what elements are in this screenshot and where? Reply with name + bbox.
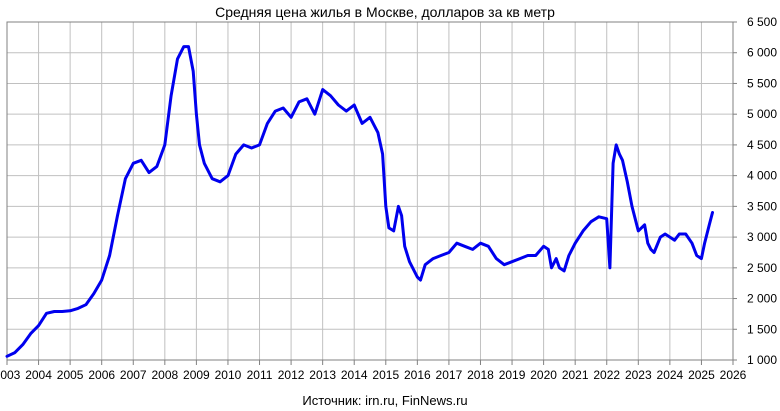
y-tick-label: 2 000 [747,292,777,306]
chart-title: Средняя цена жилья в Москве, долларов за… [215,4,555,20]
x-tick-label: 2011 [247,368,273,382]
price-series-line [5,45,714,358]
x-tick-label: 2017 [436,368,463,382]
x-tick-label: 2022 [593,368,620,382]
x-tick-label: 2015 [372,368,399,382]
y-tick-label: 5 000 [747,107,777,121]
y-tick-label: 1 500 [747,322,777,336]
y-axis: 1 000 1 500 2 000 2 500 3 000 3 500 4 000 4 500… [733,15,777,367]
y-tick-label: 5 500 [747,76,777,90]
x-tick-label: 2005 [57,368,84,382]
plot-frame [6,21,734,361]
y-tick-label: 6 500 [747,15,777,29]
x-tick-label: 2013 [309,368,336,382]
x-tick-label: 2021 [562,368,589,382]
x-tick-label: 2020 [530,368,557,382]
x-tick-label: 2019 [499,368,526,382]
x-tick-label: 2004 [25,368,52,382]
chart-source: Источник: irn.ru, FinNews.ru [302,393,467,408]
x-tick-label: 2008 [151,368,178,382]
x-tick-label: 2014 [341,368,368,382]
x-tick-label: 2018 [467,368,494,382]
x-tick-label: 2026 [720,368,747,382]
x-tick-label: 2016 [404,368,431,382]
x-tick-label: 2023 [625,368,652,382]
x-axis: 2003 2004 2005 2006 2007 2008 2009 2010 2011 2012… [0,360,747,382]
plot-area [7,22,733,360]
y-tick-label: 4 500 [747,138,777,152]
y-tick-label: 3 500 [747,199,777,213]
x-tick-label: 2010 [215,368,242,382]
x-tick-label: 2009 [183,368,210,382]
y-tick-label: 2 500 [747,261,777,275]
x-tick-label: 2012 [278,368,305,382]
y-tick-label: 1 000 [747,353,777,367]
x-tick-label: 2007 [120,368,147,382]
x-tick-label: 2006 [88,368,115,382]
y-tick-label: 6 000 [747,46,777,60]
y-tick-label: 3 000 [747,230,777,244]
x-tick-label: 2024 [657,368,684,382]
x-tick-label: 2025 [688,368,715,382]
x-tick-label: 2003 [0,368,21,382]
y-tick-label: 4 000 [747,169,777,183]
